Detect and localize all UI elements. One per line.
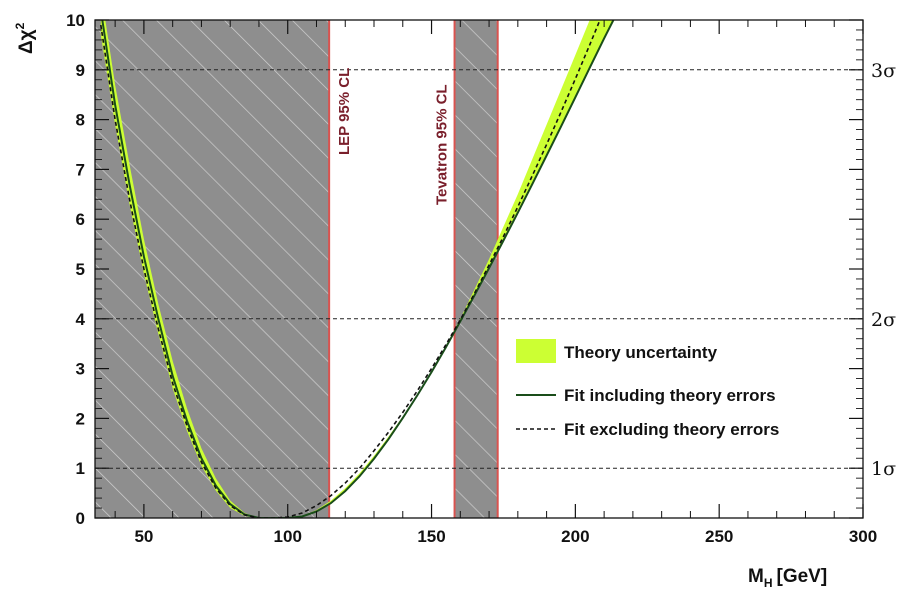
legend: Theory uncertainty Fit including theory e…	[516, 339, 779, 439]
y-tick-label-5: 5	[76, 260, 85, 279]
x-tick-label-2: 150	[417, 527, 445, 546]
y-tick-label-1: 1	[76, 459, 85, 478]
legend-label-1: Fit including theory errors	[564, 386, 776, 405]
y-tick-label-2: 2	[76, 409, 85, 428]
y-tick-label-3: 3	[76, 360, 85, 379]
region-label-0: LEP 95% CL	[336, 68, 353, 155]
y-tick-label-8: 8	[76, 111, 85, 130]
curves	[100, 20, 615, 518]
region-labels: LEP 95% CL Tevatron 95% CL	[336, 68, 450, 205]
x-axis-title: MH [GeV]	[748, 566, 827, 590]
excluded-region-hatch-1	[454, 20, 498, 518]
x-tick-label-3: 200	[561, 527, 589, 546]
x-tick-label-1: 100	[274, 527, 302, 546]
region-label-1: Tevatron 95% CL	[434, 84, 451, 205]
x-tick-label-5: 300	[849, 527, 877, 546]
y-axis-title: Δχ2	[13, 22, 37, 54]
legend-label-0: Theory uncertainty	[564, 343, 718, 362]
y-tick-label-7: 7	[76, 160, 85, 179]
legend-swatch-band	[516, 339, 556, 363]
series-fit-including-theory-errors	[101, 20, 615, 518]
excluded-regions	[95, 20, 499, 518]
axis-ticks: 50 100 150 200 250 300 0 1 2 3 4 5 6 7 8 9 10	[66, 11, 877, 546]
sigma-label-0: 1σ	[871, 458, 896, 480]
legend-label-2: Fit excluding theory errors	[564, 420, 779, 439]
x-tick-label-0: 50	[134, 527, 153, 546]
sigma-label-1: 2σ	[871, 309, 896, 331]
excluded-region-hatch-0	[95, 20, 330, 518]
y-tick-label-4: 4	[76, 310, 86, 329]
x-tick-label-4: 250	[705, 527, 733, 546]
y-tick-label-10: 10	[66, 11, 85, 30]
y-tick-label-0: 0	[76, 509, 85, 528]
sigma-label-2: 3σ	[871, 60, 896, 82]
y-tick-label-9: 9	[76, 61, 85, 80]
sigma-gridlines: 1σ 2σ 3σ	[95, 60, 896, 480]
y-tick-label-6: 6	[76, 210, 85, 229]
series-fit-excluding-theory-errors	[100, 20, 601, 518]
